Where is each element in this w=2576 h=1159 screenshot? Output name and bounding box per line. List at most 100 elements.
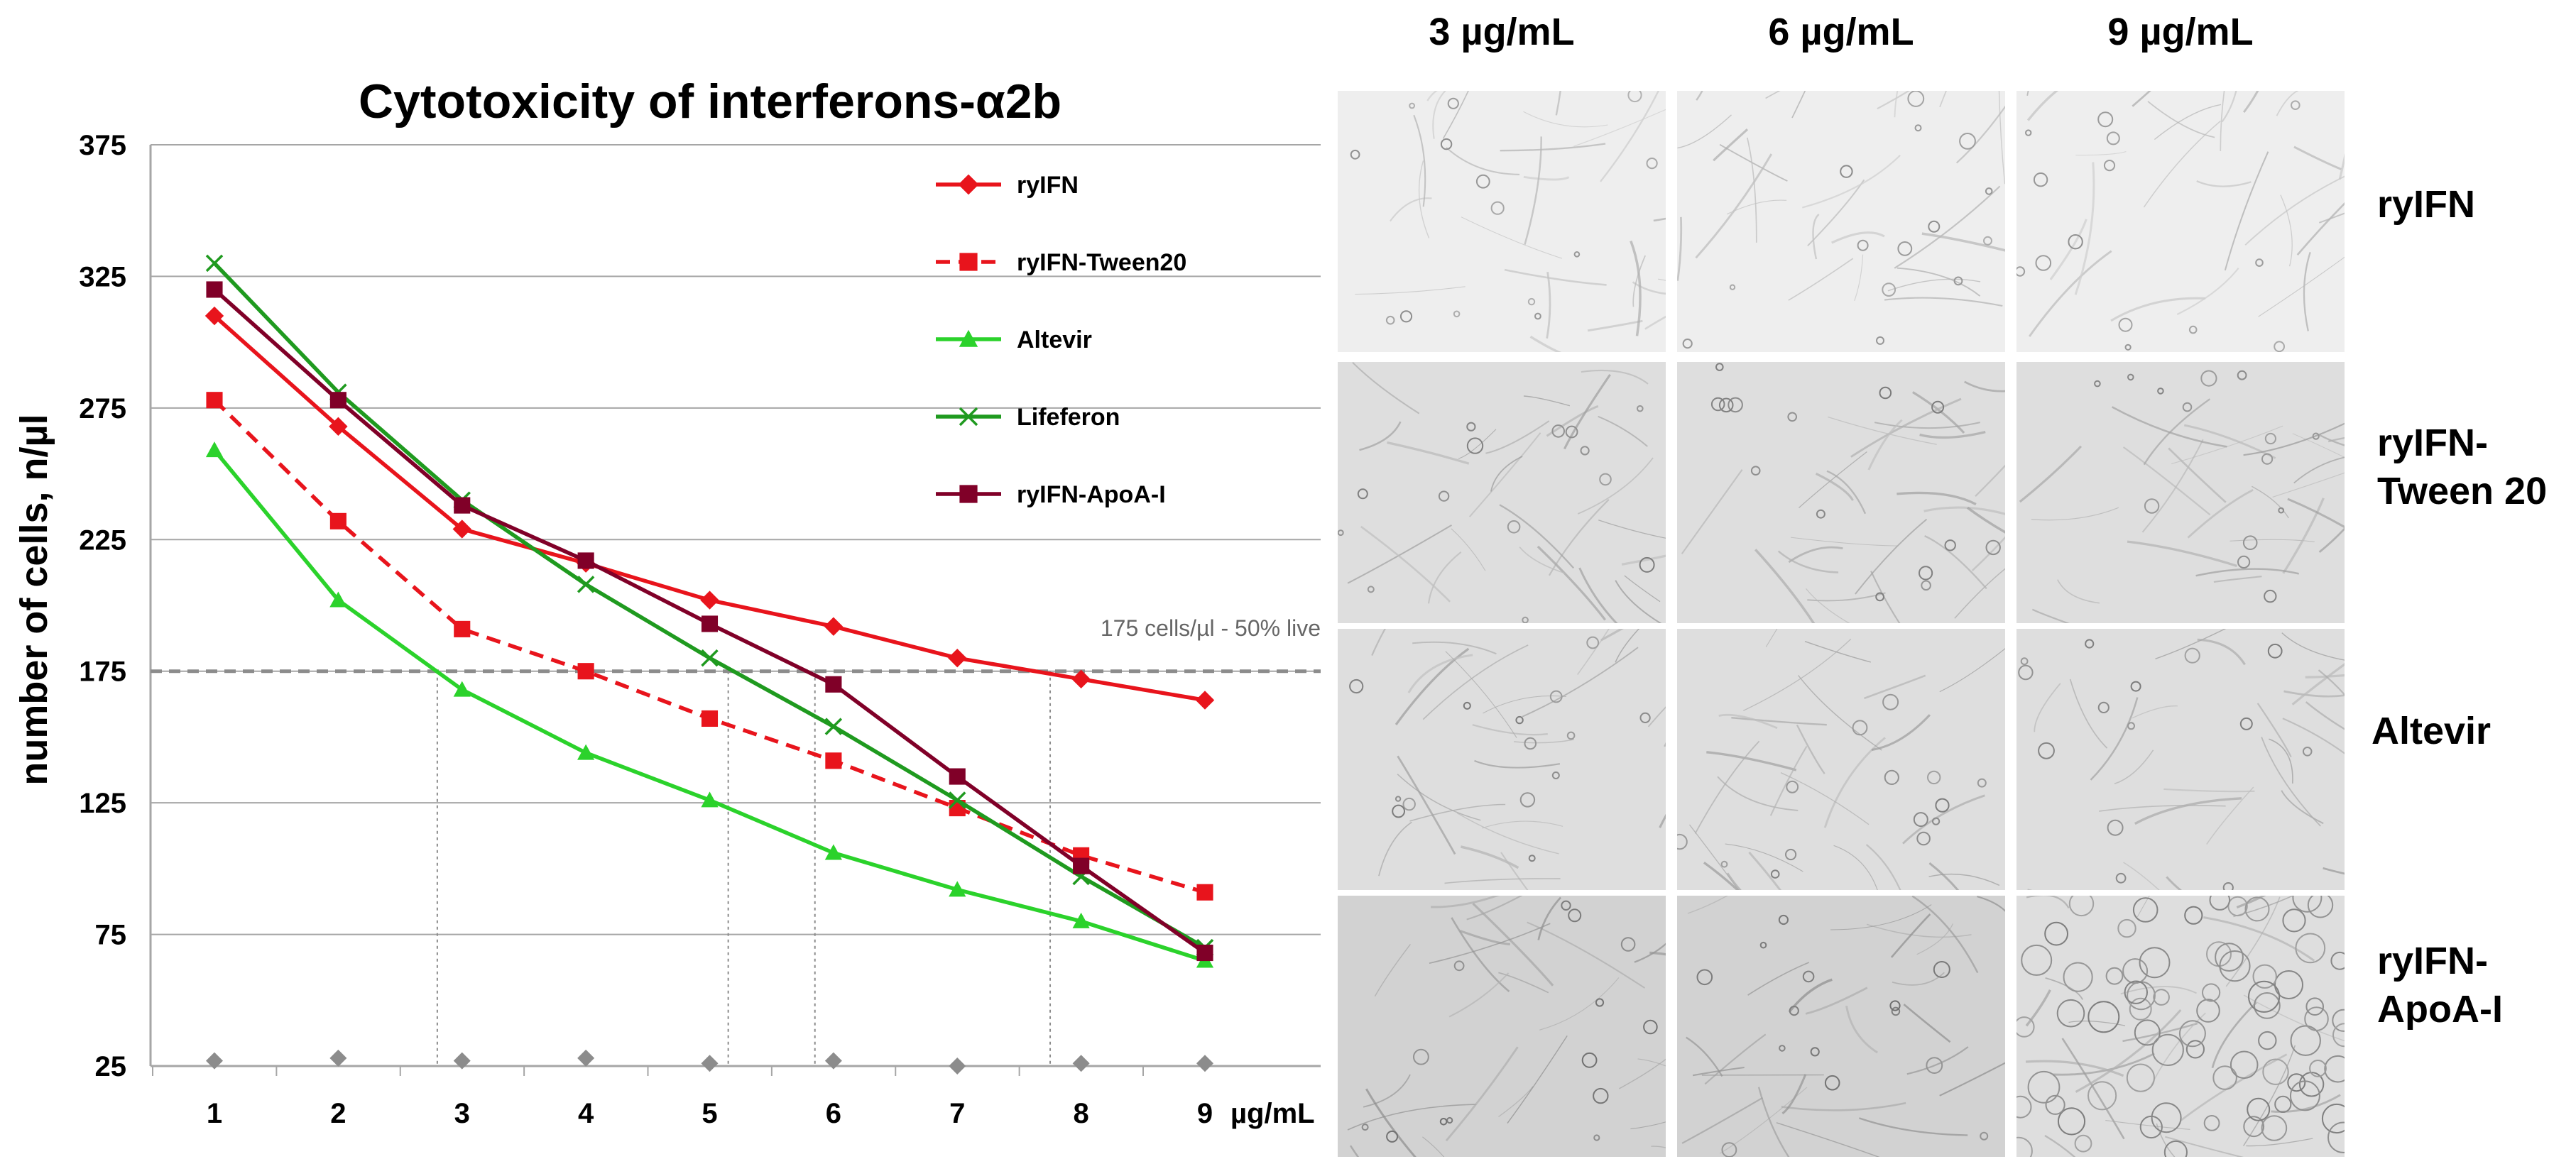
data-point-ryifn <box>452 520 471 539</box>
micrograph-image <box>1677 362 2005 623</box>
baseline-marker <box>453 1052 471 1070</box>
micrograph-panel: 3 µg/mL 6 µg/mL 9 µg/mL ryIFN ryIFN- Tween … <box>1335 0 2576 1159</box>
data-point-altevir <box>577 744 595 760</box>
micrograph-image <box>2016 629 2345 890</box>
y-tick-label: 325 <box>79 261 126 292</box>
line-chart: Cytotoxicity of interferons-α2b number o… <box>13 75 1321 1129</box>
baseline-marker <box>949 1058 966 1075</box>
x-tick-label: 3 <box>454 1098 470 1129</box>
row-label: Altevir <box>2372 710 2492 752</box>
legend-label-lifeferon: Lifeferon <box>1017 404 1120 431</box>
y-axis-label: number of cells, n/µl <box>13 414 55 785</box>
micrograph-image <box>1677 629 2005 890</box>
data-point-lifeferon <box>577 576 595 593</box>
data-point-altevir <box>949 881 966 897</box>
legend-marker-ryifn <box>958 174 979 195</box>
row-label: ryIFN <box>2377 183 2476 226</box>
data-point-ryifn-apoa-i <box>454 497 471 514</box>
data-point-ryifn-tween20 <box>577 663 594 680</box>
data-point-ryifn-tween20 <box>206 392 223 409</box>
data-point-ryifn-tween20 <box>701 710 719 727</box>
data-point-ryifn <box>204 306 224 326</box>
legend-marker-lifeferon <box>959 407 978 427</box>
data-point-ryifn-apoa-i <box>1196 944 1213 962</box>
micrograph-image <box>1338 896 1666 1157</box>
micrograph-image <box>2016 362 2345 623</box>
column-header: 9 µg/mL <box>2107 11 2254 53</box>
data-point-ryifn <box>329 417 348 436</box>
legend-label-altevir: Altevir <box>1017 326 1092 353</box>
data-point-ryifn-tween20 <box>825 752 842 769</box>
y-tick-label: 375 <box>79 130 126 161</box>
axes: 25 75 125 175 225 275 325 375 1 2 3 4 5 6 7 8 9 µg/mL <box>79 130 1321 1129</box>
data-point-altevir <box>329 591 347 608</box>
data-point-ryifn <box>824 617 844 636</box>
baseline-marker <box>329 1049 347 1067</box>
legend-label-ryifn-apoa-i: ryIFN-ApoA-I <box>1017 481 1166 508</box>
data-point-ryifn-tween20 <box>454 620 471 637</box>
x-tick-label: 4 <box>578 1098 594 1129</box>
x-tick-label: 6 <box>826 1098 841 1129</box>
data-point-ryifn <box>1071 669 1091 689</box>
row-label: ryIFN- ApoA-I <box>2377 940 2503 1031</box>
micrograph-image <box>2016 896 2345 1157</box>
y-tick-label: 225 <box>79 524 126 556</box>
x-tick-label: 1 <box>207 1098 222 1129</box>
x-tick-label: 9 <box>1197 1098 1213 1129</box>
column-header: 3 µg/mL <box>1429 11 1575 53</box>
micrograph-image <box>1677 91 2005 352</box>
data-point-ryifn-apoa-i <box>701 615 719 632</box>
data-point-ryifn-apoa-i <box>329 392 346 409</box>
data-point-lifeferon <box>701 649 719 667</box>
series-layer <box>204 254 1215 1075</box>
data-point-ryifn-apoa-i <box>1073 857 1090 874</box>
data-point-lifeferon <box>949 791 966 809</box>
data-point-altevir <box>453 681 471 697</box>
data-point-ryifn-apoa-i <box>577 552 594 569</box>
data-point-altevir <box>701 791 719 808</box>
data-point-altevir <box>1072 912 1090 928</box>
chart-title: Cytotoxicity of interferons-α2b <box>359 75 1061 128</box>
legend-label-ryifn-tween20: ryIFN-Tween20 <box>1017 249 1186 276</box>
baseline-marker <box>577 1049 595 1067</box>
legend-marker-ryifn-tween20 <box>959 253 978 271</box>
legend-marker-ryifn-apoa-i <box>959 485 978 503</box>
legend: ryIFN ryIFN-Tween20 Altevir Lifeferon ryIFN-… <box>936 172 1186 508</box>
data-point-ryifn-apoa-i <box>949 768 966 785</box>
micrograph-image <box>1338 91 1666 352</box>
series-line-altevir <box>212 449 1206 963</box>
series-line-ryifn-tween20 <box>213 398 1206 894</box>
data-point-ryifn <box>948 648 967 668</box>
micrograph-image <box>1338 629 1666 890</box>
legend-marker-altevir <box>959 329 978 347</box>
data-point-altevir <box>205 441 224 458</box>
y-tick-label: 275 <box>79 393 126 424</box>
data-point-ryifn-tween20 <box>329 512 346 529</box>
y-tick-label: 125 <box>79 788 126 819</box>
x-tick-label: 5 <box>702 1098 717 1129</box>
baseline-marker <box>1196 1055 1213 1072</box>
data-point-ryifn-apoa-i <box>206 281 223 298</box>
row-label: ryIFN- Tween 20 <box>2377 422 2548 512</box>
y-tick-label: 25 <box>95 1051 127 1082</box>
x-tick-label: 7 <box>949 1098 965 1129</box>
data-point-lifeferon <box>205 254 224 273</box>
data-point-lifeferon <box>824 718 843 735</box>
y-tick-label: 75 <box>95 920 127 951</box>
baseline-marker <box>1072 1055 1090 1072</box>
legend-label-ryifn: ryIFN <box>1017 172 1079 199</box>
x-tick-label: 8 <box>1074 1098 1089 1129</box>
data-point-altevir <box>824 844 842 860</box>
threshold-layer: 175 cells/µl - 50% live <box>151 615 1321 1066</box>
x-unit-label: µg/mL <box>1230 1098 1315 1129</box>
data-point-ryifn-apoa-i <box>825 676 842 693</box>
y-tick-label: 175 <box>79 657 126 688</box>
x-tick-label: 2 <box>330 1098 346 1129</box>
data-point-ryifn <box>700 591 719 610</box>
micrograph-image <box>2016 91 2345 352</box>
threshold-label: 175 cells/µl - 50% live <box>1101 615 1321 641</box>
column-header: 6 µg/mL <box>1768 11 1914 53</box>
baseline-marker <box>824 1052 842 1070</box>
data-point-ryifn <box>1195 691 1215 710</box>
micrograph-image <box>1338 362 1666 623</box>
